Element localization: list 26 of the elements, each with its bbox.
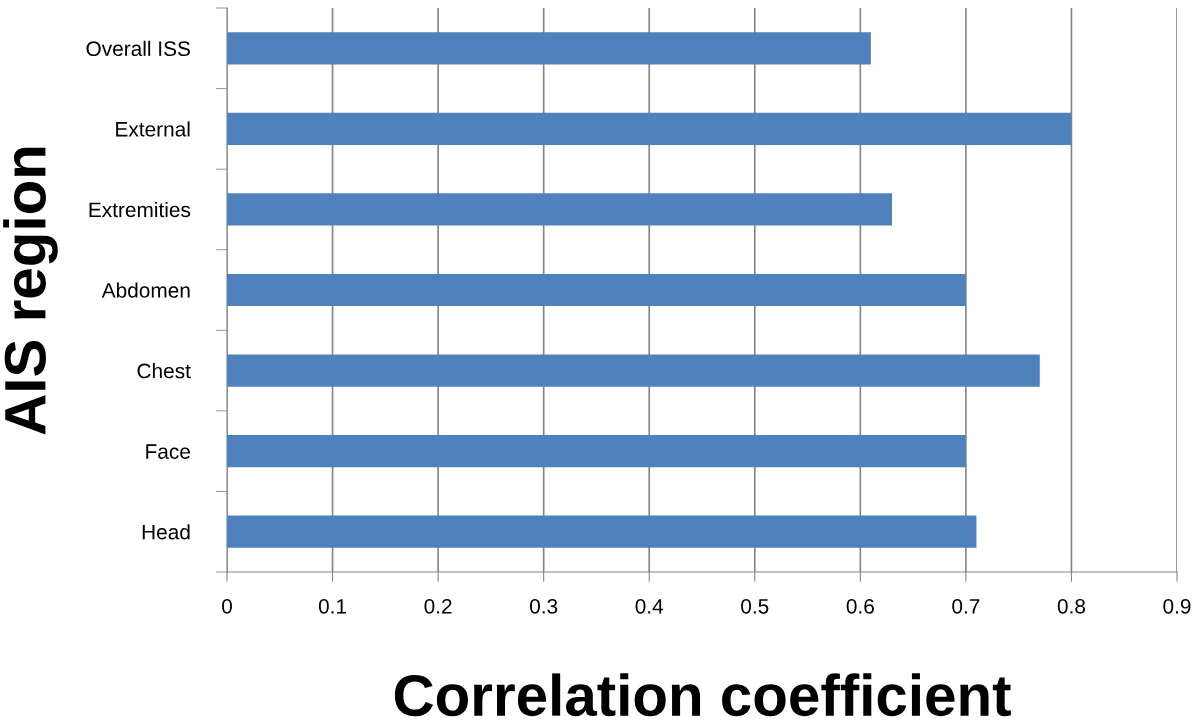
bar [227,32,871,65]
bar [227,193,892,226]
x-tick-label: 0.3 [530,598,558,614]
y-tick-label: Chest [137,363,191,379]
bar [227,435,966,468]
x-tick-label: 0.1 [318,598,347,614]
x-tick-label: 0 [222,598,232,614]
x-tick-label: 0.2 [424,598,452,614]
y-tick-label: External [116,121,190,137]
bar [227,112,1072,145]
x-tick-label: 0.9 [1163,598,1191,614]
x-tick-label: 0.4 [635,598,664,614]
y-tick-label: Abdomen [101,282,190,298]
y-tick-label: Overall ISS [86,40,190,57]
x-tick-label: 0.8 [1057,598,1086,614]
y-tick-label: Extremities [89,201,191,218]
bar [227,273,966,307]
x-tick-label: 0.5 [741,598,769,614]
bar [227,515,977,548]
y-tick-label: Head [142,524,190,540]
y-axis-title: AIS region [3,147,58,435]
bar [227,354,1040,387]
y-tick-label: Face [146,444,190,459]
x-axis-title: Correlation coefficient [394,673,1011,717]
x-tick-label: 0.7 [952,598,980,614]
x-tick-label: 0.6 [846,598,874,614]
